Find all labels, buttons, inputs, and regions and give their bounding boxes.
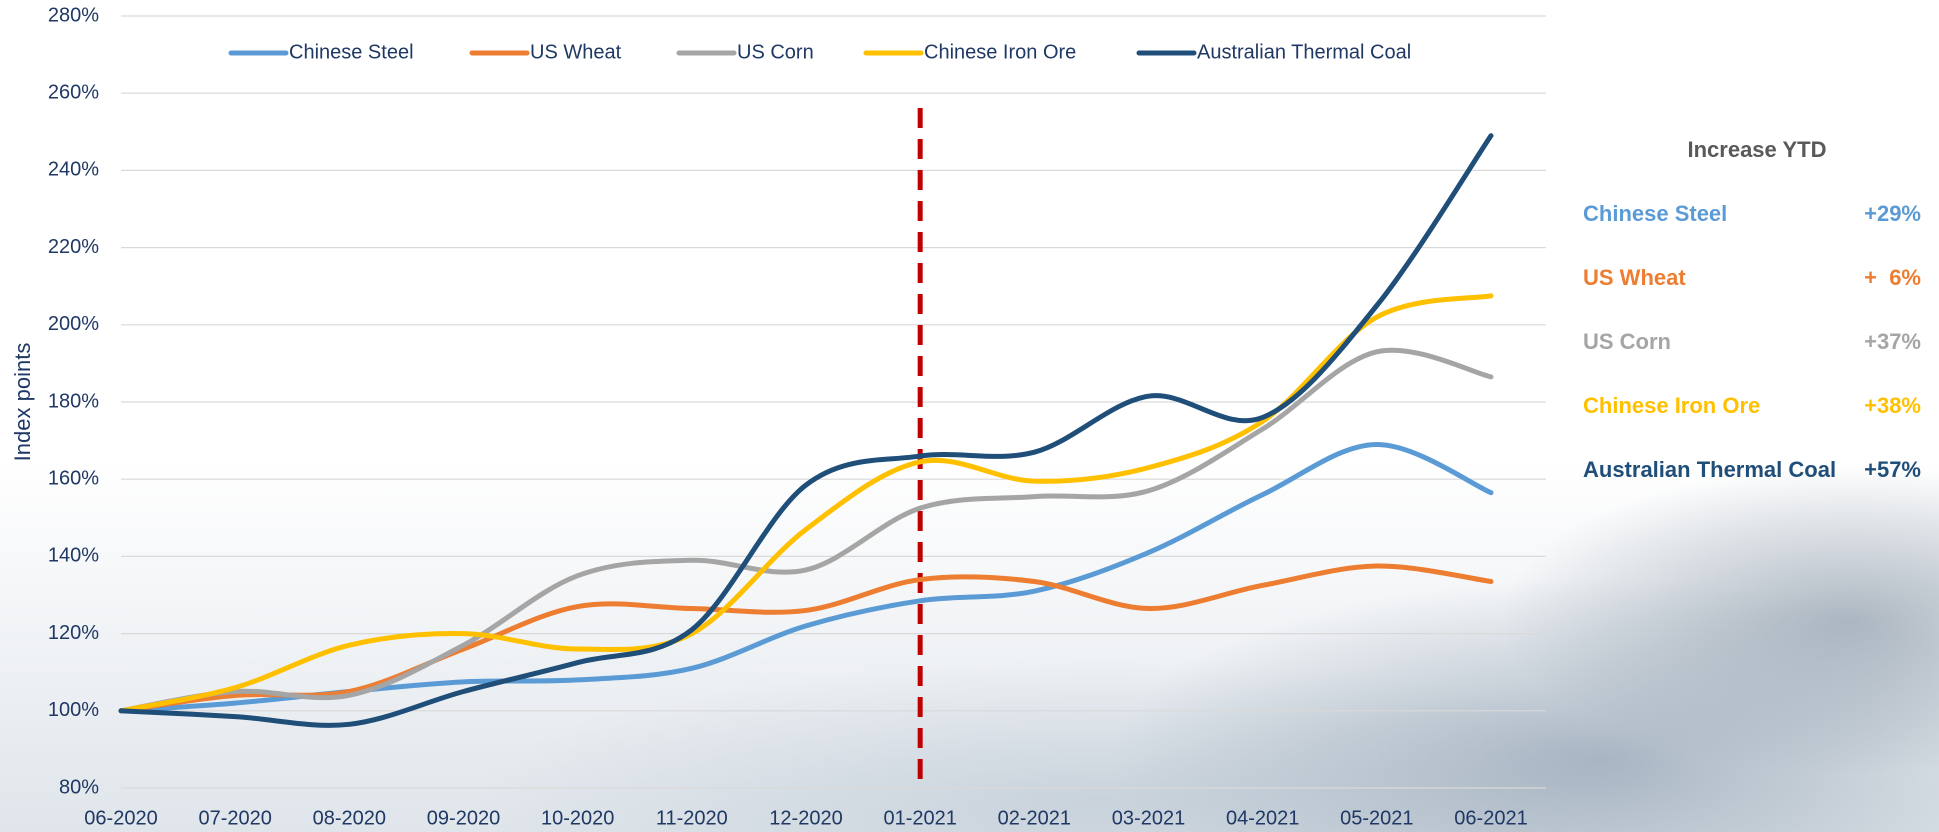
- legend-label: Chinese Iron Ore: [924, 41, 1076, 63]
- y-tick-label: 240%: [48, 159, 99, 181]
- y-tick-label: 80%: [59, 776, 99, 798]
- legend-label: Australian Thermal Coal: [1197, 41, 1411, 63]
- y-tick-label: 100%: [48, 699, 99, 721]
- table-value: +29%: [1864, 201, 1921, 226]
- legend-label: US Corn: [737, 41, 814, 63]
- table-title: Increase YTD: [1687, 137, 1826, 162]
- y-tick-label: 180%: [48, 390, 99, 412]
- legend-label: Chinese Steel: [289, 41, 414, 63]
- y-tick-label: 160%: [48, 467, 99, 489]
- y-tick-label: 120%: [48, 622, 99, 644]
- series-line: [118, 347, 1494, 714]
- x-tick-label: 06-2021: [1454, 807, 1527, 829]
- table-value: +38%: [1864, 393, 1921, 418]
- x-tick-label: 02-2021: [998, 807, 1071, 829]
- x-tick-label: 04-2021: [1226, 807, 1299, 829]
- table-value: + 6%: [1864, 265, 1921, 290]
- y-axis-label: Index points: [10, 343, 35, 462]
- table-value: +57%: [1864, 457, 1921, 482]
- y-tick-label: 260%: [48, 81, 99, 103]
- table-name: Australian Thermal Coal: [1583, 457, 1836, 482]
- table-name: Chinese Iron Ore: [1583, 393, 1760, 418]
- x-tick-label: 06-2020: [84, 807, 157, 829]
- table-name: US Wheat: [1583, 265, 1686, 290]
- y-tick-label: 200%: [48, 313, 99, 335]
- x-tick-label: 07-2020: [198, 807, 271, 829]
- x-tick-label: 03-2021: [1112, 807, 1185, 829]
- table-value: +37%: [1864, 329, 1921, 354]
- x-tick-label: 08-2020: [313, 807, 386, 829]
- x-tick-label: 09-2020: [427, 807, 500, 829]
- x-tick-label: 12-2020: [769, 807, 842, 829]
- x-tick-label: 11-2020: [656, 807, 728, 829]
- series-line: [118, 133, 1494, 728]
- x-tick-label: 05-2021: [1340, 807, 1413, 829]
- series-line: [118, 563, 1494, 714]
- y-tick-label: 220%: [48, 236, 99, 258]
- y-tick-label: 140%: [48, 545, 99, 567]
- legend-label: US Wheat: [530, 41, 622, 63]
- x-tick-label: 10-2020: [541, 807, 614, 829]
- table-name: US Corn: [1583, 329, 1671, 354]
- x-tick-label: 01-2021: [883, 807, 956, 829]
- table-name: Chinese Steel: [1583, 201, 1727, 226]
- series-line: [118, 293, 1494, 714]
- y-tick-label: 280%: [48, 4, 99, 26]
